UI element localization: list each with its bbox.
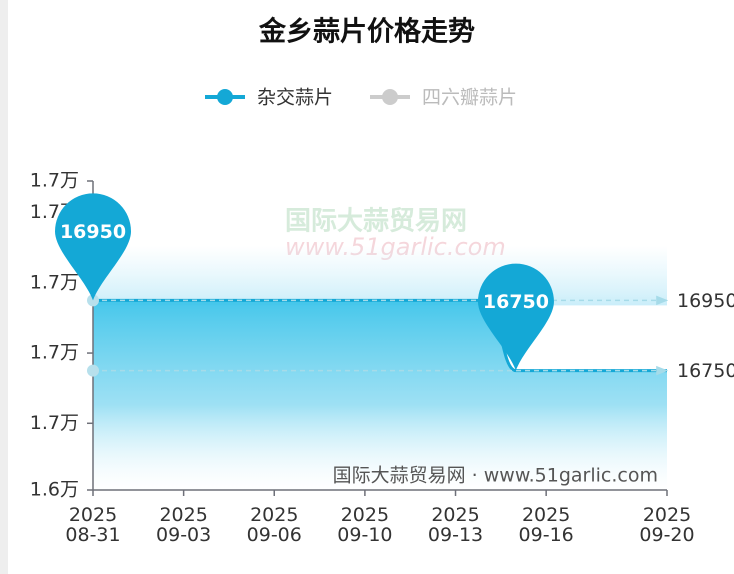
x-tick-label: 2025 09-13 bbox=[427, 504, 484, 546]
x-tick-label: 2025 09-03 bbox=[156, 504, 212, 546]
legend-label: 四六瓣蒜片 bbox=[422, 87, 517, 109]
x-tick-label: 2025 09-06 bbox=[246, 504, 302, 546]
y-tick-label: 1.7万 bbox=[30, 342, 79, 364]
chart-title: 金乡蒜片价格走势 bbox=[258, 16, 475, 48]
mark-point-label: 16750 bbox=[483, 291, 549, 313]
y-tick-label: 1.7万 bbox=[30, 170, 79, 192]
mark-point bbox=[55, 193, 131, 301]
mark-line-label: 16750 bbox=[677, 360, 734, 382]
watermark-name: 国际大蒜贸易网 bbox=[285, 207, 467, 237]
mark-point-label: 16950 bbox=[60, 221, 126, 243]
x-tick-label: 2025 09-10 bbox=[337, 504, 393, 546]
area bbox=[93, 300, 667, 490]
legend-label: 杂交蒜片 bbox=[257, 87, 333, 109]
legend-dot bbox=[217, 89, 233, 105]
x-tick-label: 2025 08-31 bbox=[65, 504, 121, 546]
source: 国际大蒜贸易网 · www.51garlic.com bbox=[333, 465, 658, 487]
y-tick-label: 1.7万 bbox=[30, 412, 79, 434]
side-band bbox=[0, 0, 8, 574]
y-tick-label: 1.6万 bbox=[30, 479, 79, 501]
legend-dot bbox=[382, 89, 398, 105]
x-tick-label: 2025 09-20 bbox=[639, 504, 695, 546]
area-glow bbox=[93, 245, 667, 306]
mark-line-start bbox=[87, 364, 99, 377]
y-tick-label: 1.7万 bbox=[30, 271, 79, 293]
mark-point bbox=[477, 263, 554, 371]
x-tick-label: 2025 09-16 bbox=[518, 504, 574, 546]
mark-line-label: 16950 bbox=[677, 290, 734, 312]
